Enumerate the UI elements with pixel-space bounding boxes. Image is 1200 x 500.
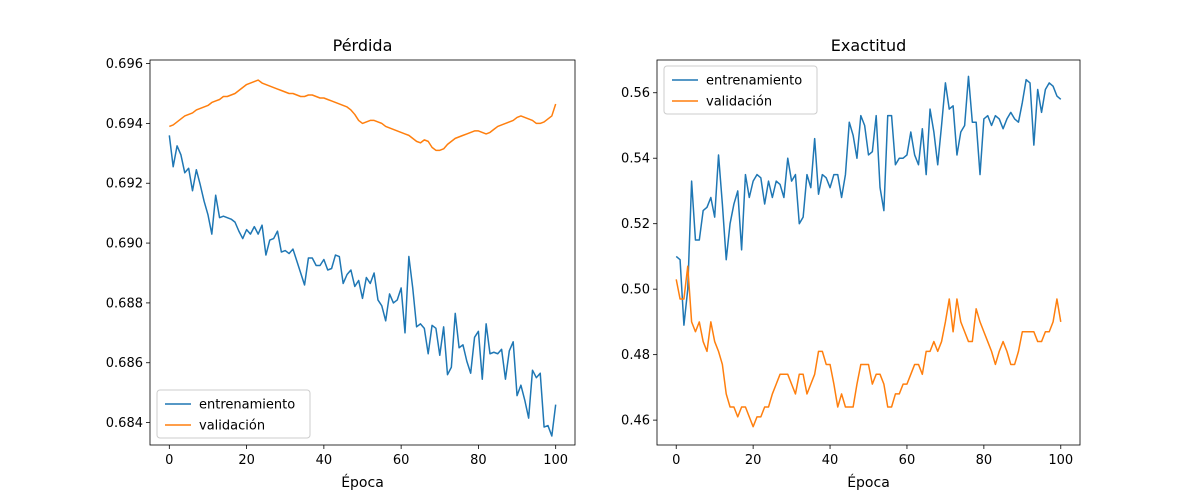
series-line-val: [169, 79, 557, 152]
x-tick-label: 100: [543, 453, 568, 468]
legend: entrenamiento validación: [663, 65, 818, 115]
y-tick-label: 0.692: [106, 177, 143, 192]
y-tick-label: 0.48: [621, 348, 650, 363]
chart-title: Exactitud: [831, 36, 906, 55]
accuracy-subplot: Exactitud 0 20 40 60 80 100 0.46 0.48 0.50 0.52 0.5…: [621, 36, 1081, 491]
legend-label: entrenamiento: [706, 74, 802, 89]
legend-box: [156, 389, 311, 439]
y-tick-label: 0.696: [106, 57, 143, 72]
x-tick-label: 100: [1048, 453, 1073, 468]
legend-box: [663, 65, 818, 115]
series-line-train: [675, 75, 1062, 326]
legend: entrenamiento validación: [156, 389, 311, 439]
x-tick-label: 60: [393, 453, 410, 468]
series-line-val: [675, 265, 1062, 428]
y-tick-label: 0.46: [621, 414, 650, 429]
y-tick-label: 0.688: [106, 296, 143, 311]
x-tick-label: 40: [316, 453, 333, 468]
x-axis-label: Época: [341, 474, 384, 491]
legend-label: validación: [706, 95, 772, 110]
x-tick-label: 20: [745, 453, 762, 468]
y-tick-label: 0.684: [106, 416, 143, 431]
series-line-train: [168, 135, 557, 437]
y-tick-label: 0.52: [621, 217, 650, 232]
x-tick-label: 20: [238, 453, 255, 468]
x-tick-label: 80: [470, 453, 487, 468]
x-tick-label: 80: [976, 453, 993, 468]
y-tick-label: 0.56: [621, 86, 650, 101]
y-tick-label: 0.50: [621, 283, 650, 298]
x-tick-label: 0: [672, 453, 680, 468]
chart-title: Pérdida: [333, 36, 393, 55]
x-tick-label: 40: [822, 453, 839, 468]
legend-label: entrenamiento: [199, 398, 295, 413]
x-axis-label: Época: [847, 474, 890, 491]
y-tick-label: 0.690: [106, 237, 143, 252]
x-tick-label: 0: [165, 453, 173, 468]
y-tick-label: 0.686: [106, 356, 143, 371]
x-tick-label: 60: [899, 453, 916, 468]
y-tick-label: 0.694: [106, 117, 143, 132]
loss-subplot: Pérdida 0 20 40 60 80 100 0.684 0.686 0.688 0.690 0…: [106, 36, 576, 491]
legend-label: validación: [199, 419, 265, 434]
plot-frame: [149, 59, 576, 446]
plot-frame: [656, 59, 1081, 446]
y-tick-label: 0.54: [621, 152, 650, 167]
